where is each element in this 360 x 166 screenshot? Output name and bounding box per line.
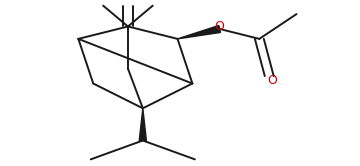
Polygon shape: [177, 26, 220, 39]
Text: O: O: [267, 74, 277, 86]
Text: O: O: [215, 20, 225, 34]
Polygon shape: [139, 108, 147, 140]
